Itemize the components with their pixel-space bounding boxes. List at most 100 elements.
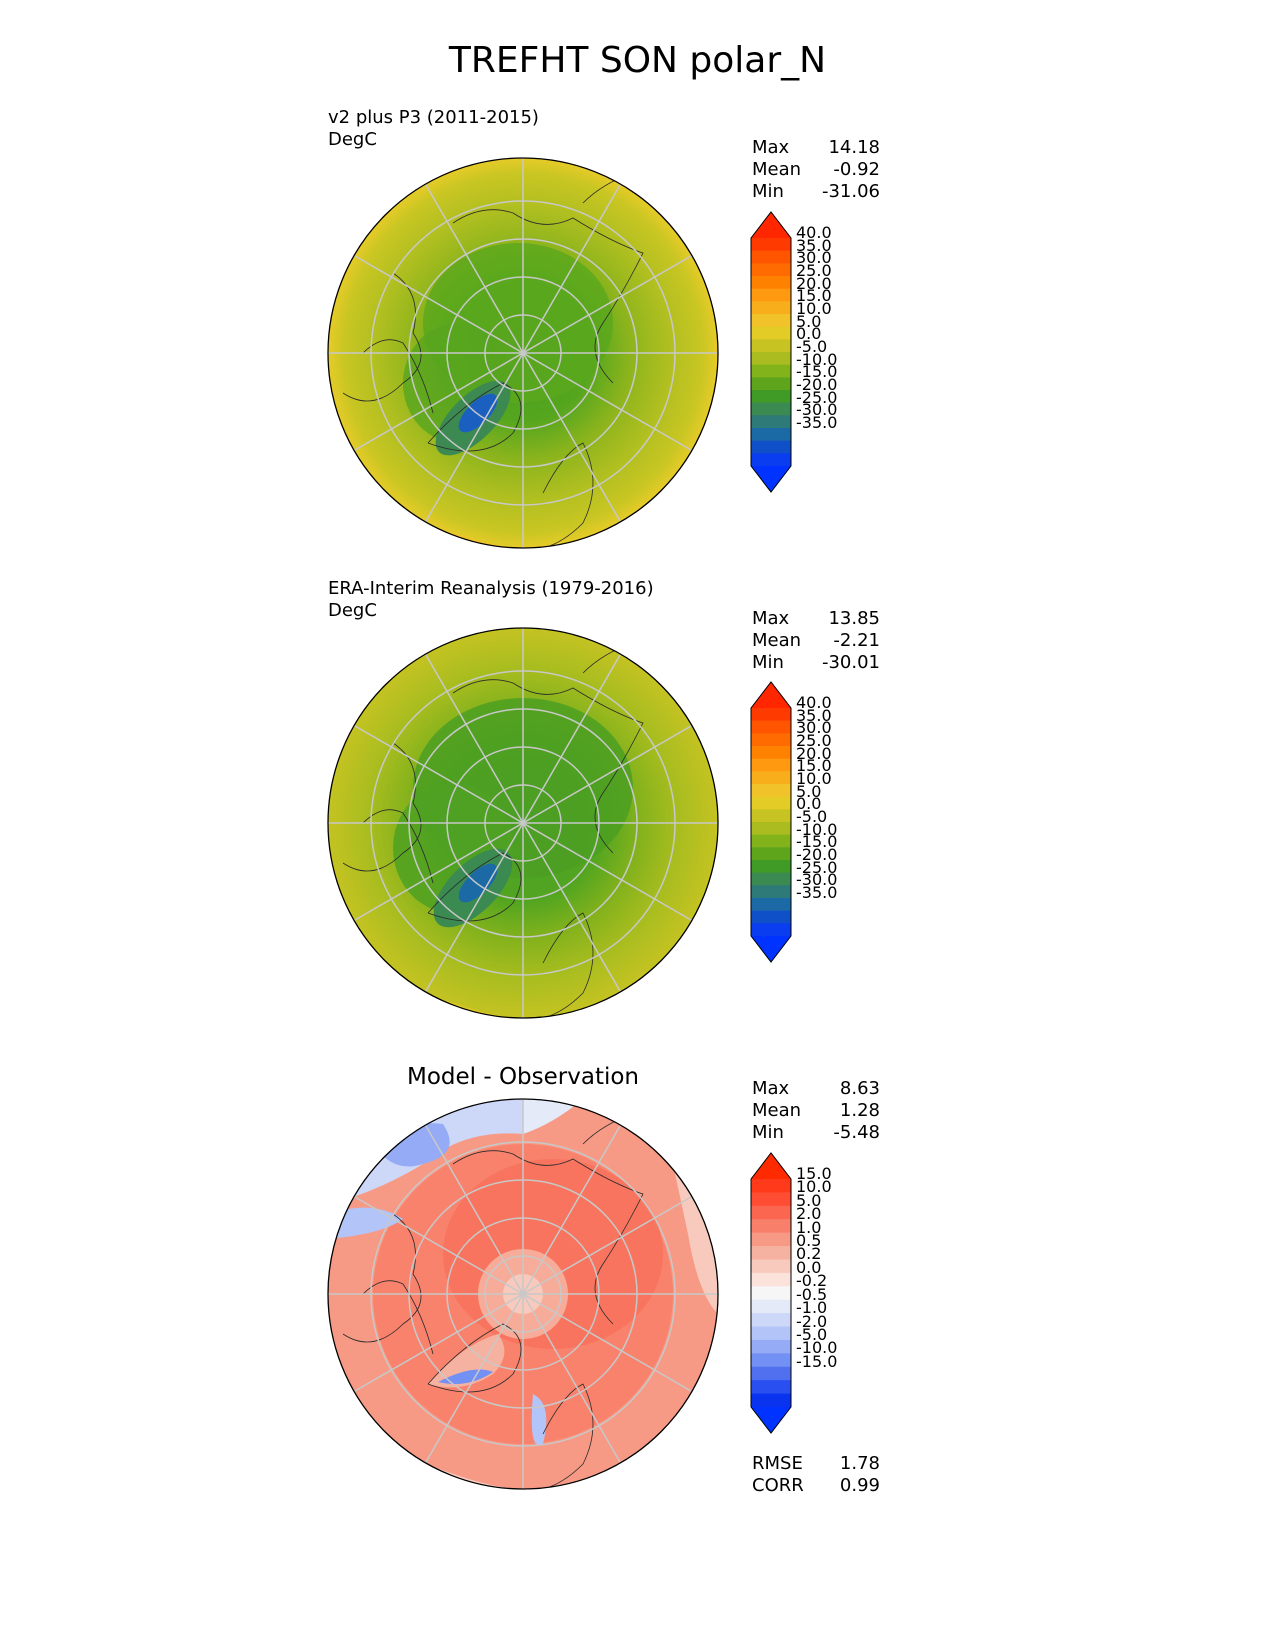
colorbar-tick-label: -15.0 (796, 1351, 838, 1371)
colorbar-tick-label: 10.0 (796, 1177, 832, 1197)
coastline (362, 339, 434, 414)
colorbar-segment (751, 326, 791, 340)
colorbar-segment (751, 1366, 791, 1381)
colorbar-tick-label: -1.0 (796, 1298, 828, 1318)
colorbar-segment (751, 720, 791, 734)
colorbar-tick-label: -20.0 (796, 845, 838, 864)
coastline (342, 272, 422, 402)
stat-value: -2.21 (833, 630, 880, 651)
polar-map-3 (327, 1098, 719, 1490)
colorbar-tick-label: -0.5 (796, 1284, 828, 1304)
colorbar-extend-bottom (751, 1407, 791, 1433)
colorbar-segment (751, 898, 791, 912)
figure-title: TREFHT SON polar_N (448, 40, 827, 81)
coastline (452, 209, 644, 384)
colorbar-segment (751, 758, 791, 772)
colorbar-tick-label: 5.0 (796, 781, 822, 801)
map-boundary (327, 1098, 719, 1490)
colorbar-segment (751, 885, 791, 899)
colorbar-tick-label: -5.0 (796, 807, 828, 826)
colorbar-tick-label: -2.0 (796, 1311, 828, 1331)
colorbar-tick-label: 15.0 (796, 286, 832, 306)
stat-label: Max (752, 137, 790, 158)
colorbar-tick-label: 35.0 (796, 705, 832, 725)
colorbar-outline (750, 681, 792, 963)
colorbar-extend-bottom (751, 936, 791, 962)
stat-row: Min -5.48 (752, 1122, 880, 1144)
colorbar-tick-label: 0.5 (796, 1231, 822, 1251)
colorbar-segment (751, 1380, 791, 1395)
colorbar-tick-label: 5.0 (796, 1190, 822, 1210)
metric-row: CORR 0.99 (752, 1475, 880, 1497)
colorbar-tick-label: 10.0 (796, 299, 832, 318)
greenland-coldest-core (458, 863, 498, 903)
colorbar-segment (751, 809, 791, 823)
colorbar-tick-label: -20.0 (796, 375, 838, 394)
colorbar-segment (751, 1353, 791, 1368)
metric-value: 1.78 (839, 1453, 880, 1474)
colorbar-tick-label: 15.0 (796, 756, 832, 776)
colorbar-tick-label: 2.0 (796, 1204, 822, 1224)
colorbar-segment (751, 1192, 791, 1207)
stat-row: Max 8.63 (752, 1078, 880, 1100)
colorbar-segment (751, 377, 791, 391)
panel-1-title: v2 plus P3 (2011-2015) (328, 107, 539, 128)
colorbar-segment (751, 834, 791, 848)
colorbar-1 (750, 211, 792, 493)
stat-row: Min -30.01 (752, 652, 880, 674)
coastline (362, 1280, 434, 1355)
colorbar-tick-label: -5.0 (796, 1324, 828, 1344)
stat-label: Mean (752, 630, 802, 651)
panel-1-units: DegC (328, 129, 377, 150)
stat-value: -31.06 (821, 181, 880, 202)
colorbar-segment (751, 390, 791, 404)
colorbar-segment (751, 1339, 791, 1354)
colorbar-segment (751, 238, 791, 252)
colorbar-tick-label: -10.0 (796, 349, 838, 369)
colorbar-tick-label: -25.0 (796, 387, 838, 407)
panel-2-units: DegC (328, 600, 377, 621)
colorbar-tick-label: -30.0 (796, 400, 838, 420)
stat-row: Min -31.06 (752, 181, 880, 203)
panel-3-title: Model - Observation (406, 1064, 640, 1090)
negative-bias-region (328, 1207, 403, 1239)
metric-row: RMSE 1.78 (752, 1453, 880, 1475)
colorbar-segment (751, 364, 791, 378)
panel-2-stats: Max 13.85 Mean -2.21 Min -30.01 (752, 608, 880, 674)
colorbar-tick-label: 0.0 (796, 794, 822, 814)
panel-1-header: v2 plus P3 (2011-2015) DegC (328, 107, 539, 151)
coastline (452, 679, 644, 854)
colorbar-tick-label: 30.0 (796, 718, 832, 738)
colorbar-tick-label: -35.0 (796, 413, 838, 432)
panel-3-metrics: RMSE 1.78 CORR 0.99 (752, 1453, 880, 1497)
colorbar-tick-label: 15.0 (796, 1164, 832, 1183)
coastline (542, 442, 594, 548)
colorbar-segment (751, 784, 791, 798)
colorbar-segment (751, 1299, 791, 1314)
colorbar-segment (751, 339, 791, 353)
colorbar-segment (751, 746, 791, 760)
colorbar-segment (751, 288, 791, 302)
stat-value: 8.63 (839, 1078, 880, 1099)
colorbar-segment (751, 847, 791, 861)
meridian (424, 1124, 622, 1464)
colorbar-segment (751, 250, 791, 264)
panel-2-title: ERA-Interim Reanalysis (1979-2016) (328, 578, 654, 599)
stat-row: Mean -0.92 (752, 159, 880, 181)
colorbar-tick-label: 20.0 (796, 273, 832, 293)
stat-row: Mean -2.21 (752, 630, 880, 652)
stat-label: Max (752, 608, 790, 629)
colorbar-extend-top (751, 1153, 791, 1179)
graticule (328, 628, 718, 1018)
colorbar-segment (751, 733, 791, 747)
colorbar-tick-label: 25.0 (796, 731, 832, 750)
coastline (362, 809, 434, 884)
stat-label: Min (752, 652, 784, 673)
greenland-coldest-core (458, 393, 498, 433)
greenland-negative-region (438, 1369, 493, 1385)
colorbar-segment (751, 1313, 791, 1328)
meridian (424, 183, 622, 523)
metric-label: CORR (752, 1475, 804, 1496)
panel-3-stats: Max 8.63 Mean 1.28 Min -5.48 (752, 1078, 880, 1144)
coastline (542, 912, 594, 1018)
